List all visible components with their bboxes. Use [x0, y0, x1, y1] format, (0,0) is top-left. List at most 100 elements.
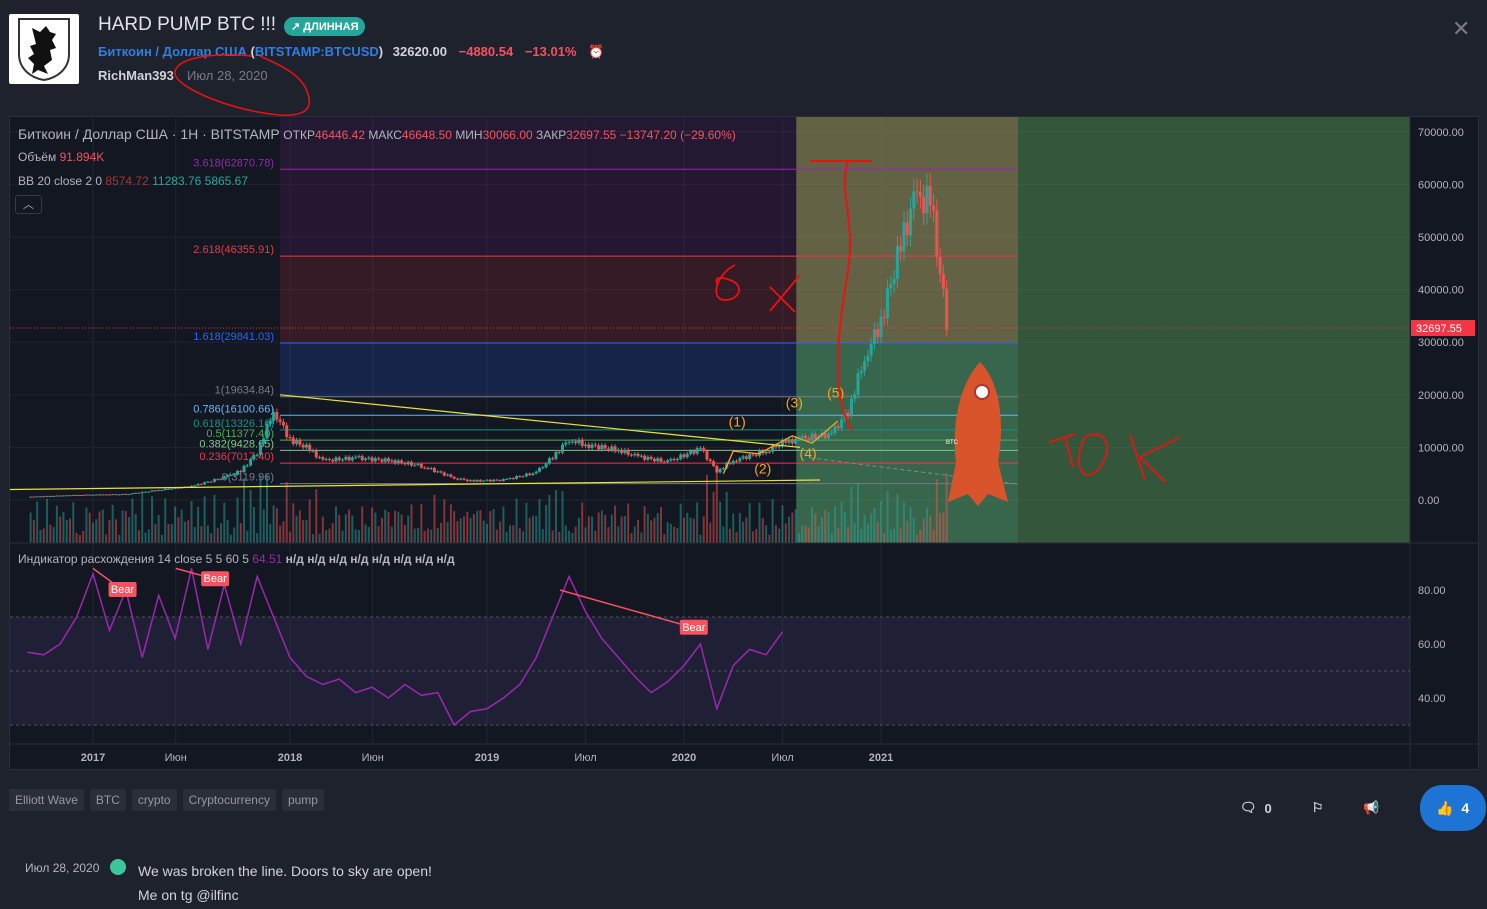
candle-body [495, 479, 499, 481]
volume-bar [206, 525, 209, 543]
volume-bar [715, 473, 718, 543]
volume-bar [761, 518, 764, 543]
volume-bar [614, 505, 617, 543]
comments-button[interactable]: 🗨 0 [1240, 800, 1272, 816]
volume-bar [820, 517, 823, 543]
volume-bar [541, 528, 544, 543]
candle-body [193, 485, 197, 487]
candle-body [866, 355, 870, 362]
volume-bar [902, 502, 905, 543]
candle-body [104, 494, 108, 496]
time-tick: Июл [771, 752, 793, 764]
candle-body [521, 476, 525, 478]
author-link[interactable]: RichMan393 [98, 68, 174, 83]
fib-zone [280, 343, 797, 397]
candle-body [600, 445, 604, 450]
volume-bar [147, 529, 150, 543]
volume-bar [673, 526, 676, 543]
candle-body [915, 191, 919, 193]
volume-bar [197, 506, 200, 543]
candle-body [249, 459, 253, 466]
author-avatar[interactable] [9, 14, 79, 84]
like-button[interactable]: 👍 4 [1419, 785, 1486, 831]
volume-bar [538, 499, 541, 543]
volume-bar [604, 514, 607, 543]
volume-bar [269, 523, 272, 543]
candle-body [869, 344, 873, 356]
candle-body [787, 439, 791, 443]
candle-body [735, 460, 739, 462]
candle-body [577, 439, 581, 444]
report-button[interactable]: ⚐ [1312, 800, 1324, 816]
trend-line [279, 394, 801, 448]
chart-widget[interactable]: 3.618(62870.78) 2.618(46355.91) 1.618(2984… [9, 116, 1480, 771]
volume-bar [912, 517, 915, 543]
candle-body [167, 488, 171, 490]
candle-body [308, 444, 312, 451]
candle-body [196, 483, 200, 486]
bear-label: Bear [204, 573, 228, 585]
volume-bar [482, 520, 485, 543]
candle-body [229, 475, 233, 477]
candle-body [147, 491, 151, 493]
candle-body [380, 459, 384, 462]
candle-body [508, 478, 512, 480]
volume-bar [676, 527, 679, 543]
volume-bar [876, 521, 879, 543]
alarm-clock-icon[interactable]: ⏰ [588, 44, 605, 59]
rocket-window [974, 384, 990, 400]
candle-body [643, 455, 647, 460]
volume-bar [637, 519, 640, 543]
candle-body [633, 453, 637, 456]
volume-bar [59, 516, 62, 543]
candle-body [265, 423, 269, 439]
candle-body [245, 465, 249, 467]
volume-bar [275, 508, 278, 543]
tag[interactable]: crypto [131, 789, 177, 811]
tag[interactable]: pump [281, 789, 324, 811]
volume-bar [765, 525, 768, 543]
time-tick: 2020 [672, 752, 696, 764]
candle-body [337, 457, 341, 461]
symbol-ticker-link[interactable]: BITSTAMP:BTCUSD [254, 44, 379, 59]
candle-body [515, 476, 519, 479]
volume-bar [121, 510, 124, 543]
idea-title: HARD PUMP BTC !!! [98, 14, 277, 35]
tag[interactable]: Cryptocurrency [182, 789, 276, 811]
comment-icon: 🗨 [1240, 800, 1257, 815]
close-icon[interactable]: ✕ [1452, 16, 1471, 41]
candle-body [570, 441, 574, 443]
volume-bar [183, 521, 186, 543]
candle-body [938, 257, 942, 274]
candle-body [935, 210, 939, 258]
candle-body [383, 458, 387, 462]
candle-body [318, 457, 322, 459]
volume-bar [584, 527, 587, 543]
chart-svg[interactable]: 3.618(62870.78) 2.618(46355.91) 1.618(2984… [10, 117, 1480, 771]
volume-bar [259, 475, 262, 543]
candle-body [400, 460, 404, 464]
publish-date: Июл 28, 2020 [187, 68, 268, 83]
volume-bar [141, 493, 144, 543]
volume-bar [479, 510, 482, 543]
share-button[interactable]: 📢 [1363, 800, 1379, 816]
volume-bar [410, 504, 413, 543]
volume-bar [164, 498, 167, 543]
wave-label: (1) [729, 413, 746, 429]
candle-body [469, 480, 473, 482]
candle-body [498, 480, 502, 482]
collapse-legend-button[interactable]: ︿ [15, 195, 42, 214]
volume-bar [811, 507, 814, 543]
tag[interactable]: Elliott Wave [9, 789, 84, 811]
tag[interactable]: BTC [89, 789, 126, 811]
fib-label: 0.618(13326.16) [193, 418, 274, 430]
volume-bar [367, 527, 370, 543]
volume-bar [577, 518, 580, 543]
volume-bar [111, 504, 114, 543]
volume-bar [669, 523, 672, 543]
volume-bar [174, 506, 177, 543]
volume-bar [114, 519, 117, 543]
candle-body [662, 461, 666, 463]
volume-bar [216, 528, 219, 543]
volume-bar [554, 490, 557, 543]
